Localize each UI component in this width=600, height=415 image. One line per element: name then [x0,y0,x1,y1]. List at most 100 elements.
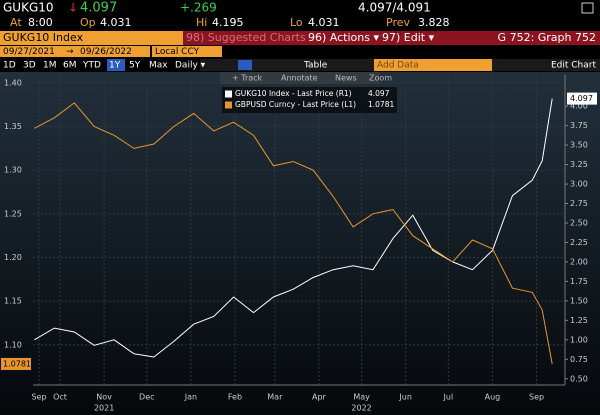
hi-label: Hi [196,16,207,29]
legend-label: GBPUSD Curncy - Last Price (L1) [235,100,356,109]
period[interactable]: Max [149,61,168,71]
y2-tick-label: 0.75 [570,355,588,364]
suggested[interactable]: 98) Suggested Charts [186,31,306,44]
x-tick-label: Aug [485,393,501,402]
at-label: At [10,16,22,29]
actions[interactable]: 96) Actions ▾ [308,31,379,44]
graph: G 752: Graph 752 [498,31,596,44]
year-label: 2021 [94,404,114,413]
range-box[interactable] [0,46,150,57]
period[interactable]: 6M [63,61,77,71]
period[interactable]: 5Y [129,61,141,71]
range-end: 09/26/2022 [80,47,132,57]
y2-tick-label: 3.75 [570,121,588,130]
prev: 3.828 [418,16,450,29]
y2-tick-label: 2.50 [570,218,588,227]
add-data: Add Data [377,61,419,71]
legend-swatch [225,101,232,109]
y2-tick-label: 3.25 [570,160,588,169]
period[interactable]: YTD [82,61,101,71]
value-tag-label: 4.097 [570,94,593,103]
x-tick-label: Sep [31,393,46,402]
table[interactable]: Table [303,61,328,71]
y2-tick-label: 0.50 [570,374,588,383]
x-tick-label: Jun [398,393,412,402]
y2-tick-label: 1.25 [570,316,588,325]
x-tick-label: Oct [53,393,67,402]
edit[interactable]: 97) Edit ▾ [382,31,435,44]
year-label: 2022 [351,404,371,413]
arrow: → [66,47,74,57]
x-tick-label: Jul [443,393,454,402]
direction: ↓ [68,1,78,15]
menu-bar [183,31,600,45]
last: 4.097 [80,1,117,16]
y-tick-label: 1.20 [4,253,22,262]
icon[interactable] [581,2,594,14]
edit-chart[interactable]: Edit Chart [551,61,596,71]
frequency[interactable]: Daily ▾ [175,61,206,71]
y-tick-label: 1.35 [4,122,22,131]
prev-label: Prev [386,16,410,29]
chart-area [0,72,600,415]
chart-tools-bar [220,72,380,84]
x-tick-label: Nov [96,393,112,402]
y2-tick-label: 2.25 [570,238,588,247]
legend-swatch [225,90,232,98]
y-tick-label: 1.10 [4,340,22,349]
value-tag [567,92,597,105]
y2-tick-label: 4.00 [570,102,588,111]
value-tag-label: 1.0781 [3,359,31,368]
lo-label: Lo [290,16,303,29]
y2-tick-label: 3.00 [570,180,588,189]
chart-tool[interactable]: Zoom [369,74,392,83]
period-selected[interactable] [107,59,125,71]
series-line [34,98,553,358]
legend-value: 1.0781 [368,100,394,109]
x-tick-label: Jan [184,393,197,402]
legend-value: 4.097 [368,89,390,98]
y2-tick-label: 1.75 [570,277,588,286]
chart-tool[interactable]: + Track [232,74,263,83]
y2-tick-label: 2.00 [570,257,588,266]
lo: 4.031 [308,16,340,29]
bid-ask: 4.097/4.091 [358,1,431,15]
line-tool[interactable] [238,60,252,70]
period[interactable]: 1D [3,61,16,71]
x-tick-label: Apr [312,393,327,402]
chart-tool[interactable]: News [335,74,357,83]
period[interactable]: 1M [43,61,57,71]
legend [222,87,397,113]
y2-tick-label: 2.75 [570,199,588,208]
currency: Local CCY [155,47,200,57]
y2-tick-label: 3.50 [570,141,588,150]
x-tick-label: May [353,393,370,402]
currency-box[interactable] [152,46,222,57]
y-tick-label: 1.25 [4,209,22,218]
y-tick-label: 1.40 [4,78,22,87]
add-data-box[interactable] [374,59,492,71]
ticker: GUKG10 [3,1,54,15]
x-tick-label: Dec [139,393,154,402]
hi: 4.195 [212,16,244,29]
at: 8:00 [28,16,53,29]
x-tick-label: Feb [228,393,242,402]
range-start: 09/27/2021 [3,47,55,57]
series-line [34,102,553,365]
period[interactable]: 1Y [109,61,121,71]
y-tick-label: 1.15 [4,297,22,306]
op-label: Op [80,16,96,29]
chart-tool[interactable]: Annotate [281,74,318,83]
op: 4.031 [100,16,132,29]
x-tick-label: Mar [267,393,283,402]
y2-tick-label: 1.50 [570,296,588,305]
period[interactable]: 3D [23,61,36,71]
security: GUKG10 Index [3,31,84,44]
security-bar [0,31,183,45]
y-tick-label: 1.30 [4,166,22,175]
y2-tick-label: 1.00 [570,335,588,344]
value-tag [1,357,31,370]
x-tick-label: Sep [529,393,544,402]
